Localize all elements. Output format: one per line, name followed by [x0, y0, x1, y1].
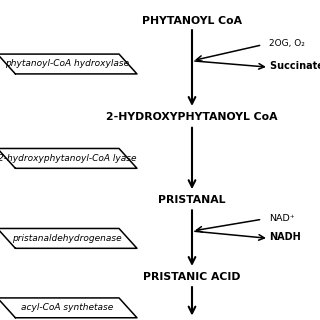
- Text: 2-HYDROXYPHYTANOYL CoA: 2-HYDROXYPHYTANOYL CoA: [106, 112, 278, 122]
- Text: PRISTANIC ACID: PRISTANIC ACID: [143, 272, 241, 282]
- Text: phytanoyl-CoA hydroxylase: phytanoyl-CoA hydroxylase: [5, 60, 129, 68]
- Text: NAD⁺: NAD⁺: [269, 214, 294, 223]
- Text: 2OG, O₂: 2OG, O₂: [269, 39, 305, 48]
- Text: PRISTANAL: PRISTANAL: [158, 195, 226, 205]
- Text: PHYTANOYL CoA: PHYTANOYL CoA: [142, 16, 242, 26]
- Text: acyl-CoA synthetase: acyl-CoA synthetase: [21, 303, 113, 312]
- Text: 2-hydroxyphytanoyl-CoA lyase: 2-hydroxyphytanoyl-CoA lyase: [0, 154, 136, 163]
- Text: NADH: NADH: [269, 232, 300, 243]
- Text: pristanaldehydrogenase: pristanaldehydrogenase: [12, 234, 122, 243]
- Text: Succinate, CO₂: Succinate, CO₂: [270, 60, 320, 71]
